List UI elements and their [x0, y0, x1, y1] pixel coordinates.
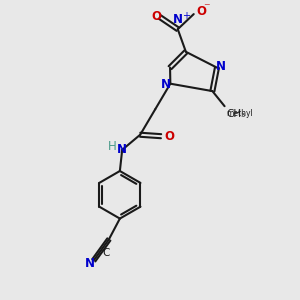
Text: N: N — [85, 257, 95, 270]
Text: N: N — [117, 143, 127, 156]
Text: O: O — [196, 5, 206, 18]
Text: H: H — [108, 140, 117, 153]
Text: CH₃: CH₃ — [226, 109, 246, 118]
Text: N: N — [173, 13, 183, 26]
Text: O: O — [151, 10, 161, 23]
Text: O: O — [164, 130, 175, 143]
Text: +: + — [182, 11, 190, 21]
Text: N: N — [216, 60, 226, 73]
Text: methyl: methyl — [226, 109, 253, 118]
Text: C: C — [103, 248, 110, 258]
Text: N: N — [161, 78, 171, 91]
Text: ⁻: ⁻ — [203, 1, 210, 14]
